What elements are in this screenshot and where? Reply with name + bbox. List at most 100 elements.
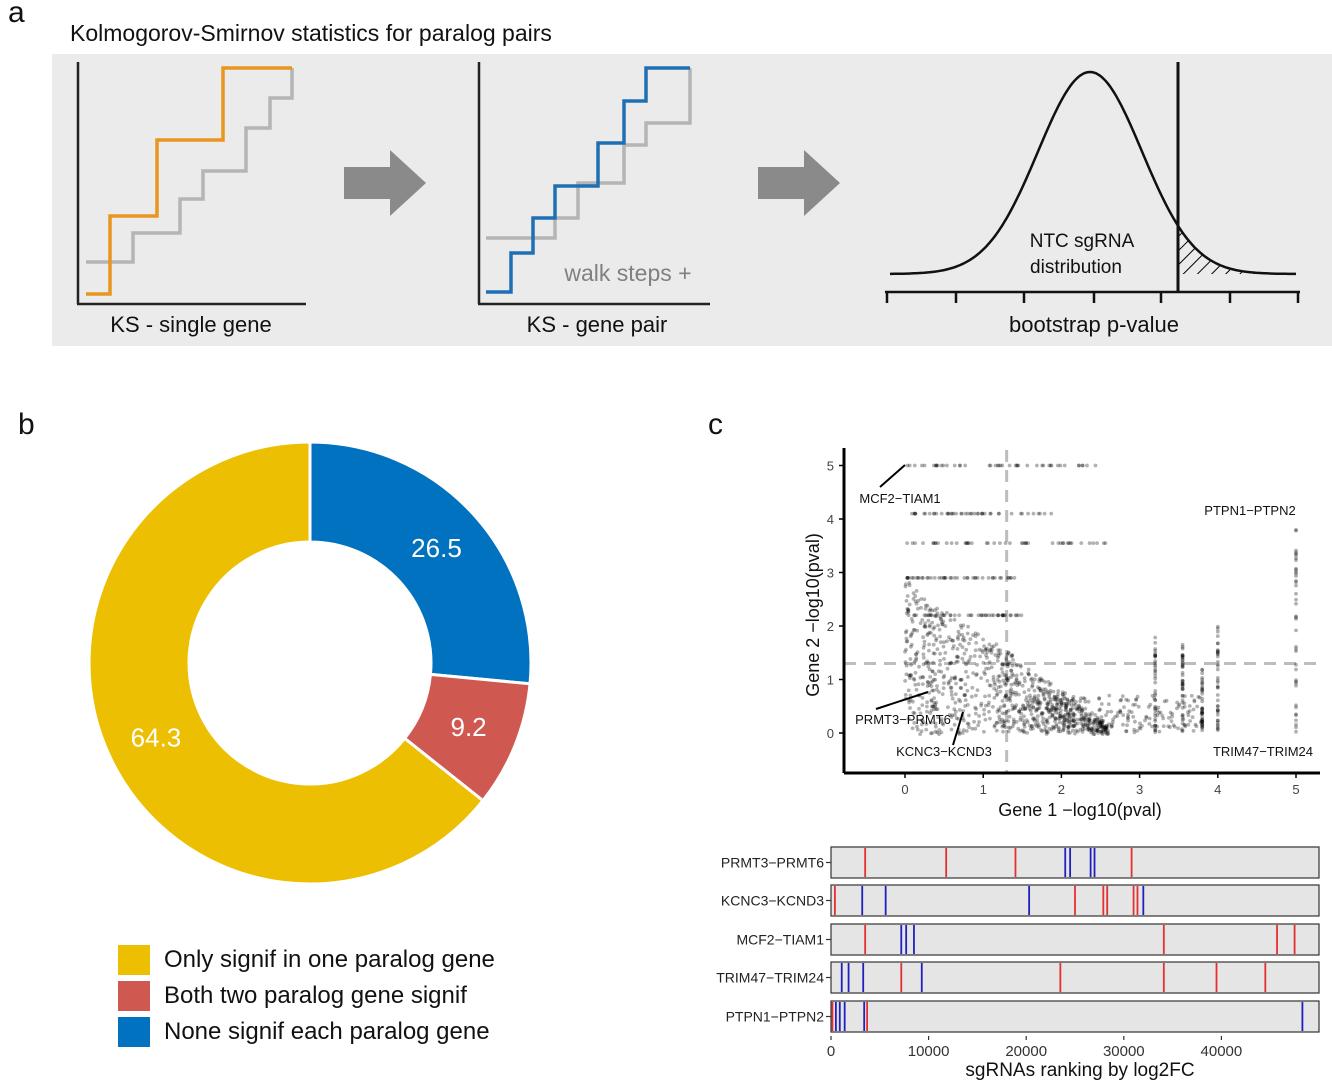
scatter-point [1020,728,1025,733]
scatter-point [1119,697,1124,702]
scatter-point [938,662,942,667]
scatter-point [1103,541,1108,545]
scatter-point [966,613,971,618]
scatter-point [984,613,989,618]
scatter-point [1064,701,1069,706]
scatter-point [1048,463,1053,468]
scatter-point [968,613,973,618]
arrow-1-icon [344,150,426,216]
scatter-point [957,732,962,736]
scatter-point [1200,725,1205,730]
scatter-point [1180,660,1185,665]
scatter-point [1052,694,1057,699]
scatter-point [1006,725,1011,730]
donut-legend: Only signif in one paralog gene Both two… [118,942,495,1050]
scatter-point [1153,640,1158,645]
scatter-point [1194,724,1199,729]
scatter-point [949,576,954,580]
scatter-point [1058,714,1063,719]
scatter-point [1171,723,1176,728]
ntc-distribution-curve [890,70,1296,276]
scatter-point [1153,698,1158,702]
scatter-point [987,693,992,698]
scatter-point [918,711,923,716]
scatter-point [915,628,919,633]
legend-item-both-signif: Both two paralog gene signif [118,978,495,1014]
scatter-point [933,721,938,726]
scatter-point [1058,716,1062,721]
scatter-point [1024,698,1028,702]
scatter-point [961,623,966,628]
scatter-point [1066,725,1071,729]
scatter-point [1062,724,1067,728]
scatter-point [1294,712,1298,717]
scatter-point [1095,729,1099,733]
scatter-point [1122,705,1126,709]
scatter-point [1039,712,1044,717]
scatter-point [980,511,984,516]
scatter-point [1015,680,1020,685]
scatter-point [1197,695,1202,700]
scatter-point [1003,541,1008,545]
scatter-point [907,581,912,585]
scatter-point [1058,698,1063,702]
scatter-point [1200,720,1205,724]
scatter-point [1018,707,1023,712]
scatter-point [997,717,1002,722]
scatter-point [998,463,1003,468]
scatter-point [1055,701,1060,705]
scatter-point [1077,703,1081,708]
scatter-point [1051,724,1055,729]
scatter-point [1020,511,1024,516]
scatter-point [925,613,930,618]
scatter-point [932,651,937,656]
scatter-point [1063,712,1068,717]
scatter-point [1006,697,1011,702]
scatter-ytick-label: 1 [827,673,834,688]
scatter-point [1031,726,1035,731]
scatter-point [963,704,967,708]
scatter-point [949,511,953,516]
scatter-xtick-label: 2 [1058,782,1065,797]
scatter-point [1093,463,1098,468]
scatter-point [907,583,912,588]
scatter-point [1127,709,1132,713]
scatter-point [969,613,974,618]
scatter-point [1153,655,1158,659]
scatter-point [1294,597,1298,602]
scatter-point [1186,710,1190,715]
scatter-point [1294,528,1298,533]
scatter-point [916,682,921,687]
scatter-point [1002,704,1007,709]
scatter-point [904,672,909,677]
scatter-point [1200,681,1205,685]
scatter-point [929,576,933,580]
scatter-point [1061,541,1065,545]
scatter-point [961,635,966,640]
scatter-point [1087,718,1092,723]
scatter-point [1026,541,1030,545]
scatter-point [1071,706,1075,710]
scatter-point [983,613,988,618]
scatter-point [915,727,920,732]
scatter-point [1012,681,1017,686]
scatter-point [1046,707,1051,712]
scatter-point [1064,703,1069,707]
scatter-point [1079,696,1083,701]
scatter-point [992,724,997,729]
donut-chart: 26.59.264.3 [87,440,533,886]
scatter-point [973,705,977,710]
scatter-ytick-label: 2 [827,619,834,634]
scatter-point [1294,662,1298,667]
scatter-point [1012,576,1017,580]
scatter-point [1058,714,1063,718]
scatter-point [1021,704,1026,709]
scatter-point [931,704,936,709]
scatter-point [910,631,915,635]
scatter-point [1005,652,1010,657]
scatter-point [987,660,992,664]
scatter-point [1153,730,1158,735]
scatter-point [1030,701,1035,705]
scatter-point [964,662,969,667]
scatter-point [1176,704,1181,709]
